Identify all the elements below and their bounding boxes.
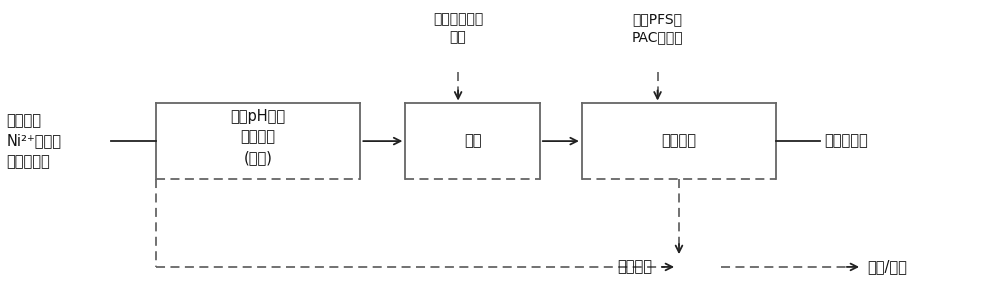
- Text: 沉淀污泥: 沉淀污泥: [618, 259, 653, 275]
- Text: 待处理含
Ni²⁺微污染
原水或废水: 待处理含 Ni²⁺微污染 原水或废水: [6, 113, 61, 169]
- Text: 投加磁性改性
沸石: 投加磁性改性 沸石: [433, 12, 483, 45]
- Text: 混凝沉淀: 混凝沉淀: [662, 134, 697, 148]
- Text: 投加PFS或
PAC混凝剂: 投加PFS或 PAC混凝剂: [632, 12, 683, 45]
- Text: 处理/处置: 处理/处置: [867, 259, 907, 275]
- Text: 调节pH或预
混凝沉淀
(可选): 调节pH或预 混凝沉淀 (可选): [231, 109, 286, 165]
- Text: 吸附: 吸附: [464, 134, 481, 148]
- Text: 上清液出水: 上清液出水: [824, 134, 868, 148]
